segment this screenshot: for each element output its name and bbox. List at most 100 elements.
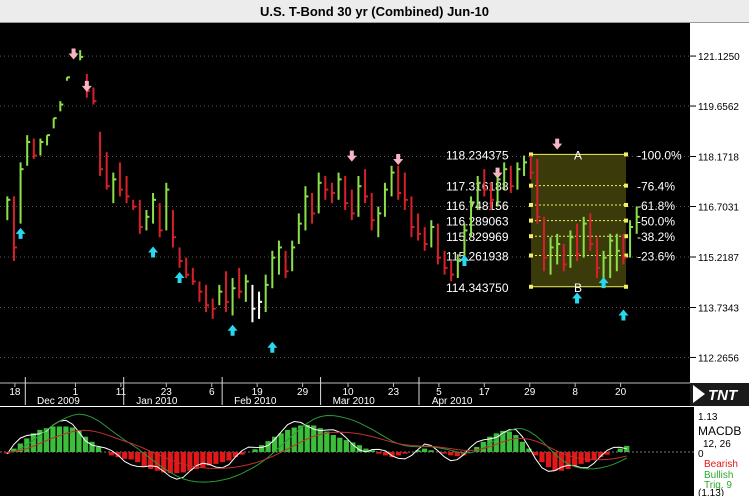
macd-histogram-bar — [552, 452, 558, 471]
macd-histogram-bar — [11, 448, 17, 452]
macd-histogram-bar — [37, 429, 43, 452]
macd-histogram-bar — [369, 450, 376, 452]
macd-histogram-bar — [239, 452, 245, 455]
macd-histogram-bar — [69, 427, 76, 452]
macd-signal-line — [7, 413, 627, 483]
date-tick-label: 8 — [572, 387, 578, 398]
month-label: Jan 2010 — [136, 396, 178, 406]
macd-title: MACDB — [698, 424, 741, 438]
macd-histogram-bar — [395, 452, 402, 456]
fib-percent-label: -76.4% — [637, 180, 675, 194]
fib-level-handle — [529, 183, 533, 188]
macd-histogram-bar — [148, 452, 154, 469]
macd-histogram-bar — [324, 431, 330, 452]
macd-histogram-bar — [330, 435, 336, 452]
date-tick-label: 23 — [388, 387, 400, 398]
month-label: Feb 2010 — [234, 396, 277, 406]
macd-histogram-bar — [265, 441, 271, 452]
buy-arrow-icon — [618, 309, 629, 321]
macd-bullish-label: Bullish — [704, 470, 733, 481]
macd-histogram-bar — [82, 436, 89, 452]
price-tick-label: 112.2656 — [698, 353, 739, 364]
date-tick-label: 29 — [297, 387, 309, 398]
macd-histogram-bar — [539, 452, 545, 463]
macd-histogram-bar — [128, 452, 134, 460]
price-chart[interactable]: 118.234375-100.0%117.316188-76.4%116.748… — [0, 23, 749, 406]
date-tick-label: 20 — [615, 387, 627, 398]
macd-histogram-bar — [232, 452, 239, 458]
buy-arrow-icon — [459, 255, 470, 267]
macd-histogram-bar — [604, 452, 610, 455]
price-tick-label: 116.7031 — [698, 202, 739, 213]
macd-histogram-bar — [448, 452, 454, 456]
fib-price-label: 116.289063 — [446, 215, 509, 229]
macd-histogram-bar — [526, 448, 532, 452]
macd-tick-high: 1.13 — [698, 412, 718, 423]
macd-bearish-label: Bearish — [704, 459, 738, 470]
macd-histogram-bar — [108, 452, 115, 456]
fib-level-handle — [529, 284, 533, 289]
macd-histogram-bar — [63, 426, 69, 452]
macd-legend: 1.13 MACDB 12, 26 0 Bearish Bullish Trig… — [698, 412, 741, 496]
fib-percent-label: -50.0% — [637, 215, 675, 229]
buy-arrow-icon — [572, 292, 583, 304]
macd-histogram-bar — [17, 443, 23, 452]
buy-arrow-icon — [15, 227, 26, 239]
macd-histogram-bar — [532, 452, 539, 456]
macd-histogram-bar — [565, 452, 571, 469]
buy-arrow-icon — [148, 246, 159, 258]
macd-histogram-bar — [252, 449, 258, 452]
price-axis-panel — [690, 23, 749, 383]
tnt-logo: TNT — [690, 383, 749, 406]
macd-histogram-bar — [545, 452, 552, 468]
macd-histogram-bar — [350, 442, 356, 452]
macd-histogram-bar — [356, 445, 362, 452]
macd-histogram-bar — [585, 452, 591, 463]
macd-histogram-bar — [304, 424, 310, 452]
macd-histogram-bar — [558, 452, 565, 471]
macd-panel[interactable]: 1.13 MACDB 12, 26 0 Bearish Bullish Trig… — [0, 407, 749, 496]
price-tick-label: 113.7343 — [698, 303, 739, 314]
macd-histogram-bar — [363, 448, 369, 452]
macd-histogram-bar — [200, 452, 206, 468]
sell-arrow-icon — [492, 167, 503, 179]
price-axis: 121.1250 119.6562 118.1718 116.7031 115.2187… — [690, 52, 740, 364]
fib-point-a: A — [574, 148, 582, 162]
macd-histogram-bar — [343, 440, 349, 452]
date-tick-label: 17 — [479, 387, 491, 398]
buy-arrow-icon — [227, 324, 238, 336]
macd-histogram-bar — [95, 446, 102, 452]
fib-level-handle — [529, 218, 533, 223]
fib-price-label: 114.343750 — [446, 281, 509, 295]
macd-histogram-bar — [154, 452, 160, 471]
macd-histogram-bar — [226, 452, 232, 461]
macd-histogram-bar — [30, 433, 36, 452]
macd-histogram-bar — [115, 452, 121, 458]
signal-arrows — [15, 48, 629, 353]
date-tick-label: 10 — [342, 387, 354, 398]
macd-histogram-bar — [213, 452, 219, 464]
fib-level-handle — [624, 152, 628, 157]
date-tick-label: 23 — [161, 387, 173, 398]
fib-price-label: 115.829969 — [446, 230, 509, 244]
macd-histogram-bar — [480, 441, 486, 452]
month-label: Mar 2010 — [333, 396, 376, 406]
fib-percent-label: -61.8% — [637, 199, 675, 213]
sell-arrow-icon — [81, 80, 92, 92]
macd-histogram-bar — [578, 452, 584, 464]
macd-histogram-bar — [298, 425, 304, 452]
macd-histogram-bar — [258, 445, 265, 452]
macd-histogram-bar — [180, 452, 186, 473]
macd-histogram-bar — [89, 441, 95, 452]
macd-histogram-bar — [187, 452, 193, 471]
macd-histogram-bar — [421, 448, 428, 452]
macd-histogram-bar — [161, 452, 167, 473]
fib-level-handle — [624, 284, 628, 289]
macd-histogram-bar — [141, 452, 147, 467]
macd-tick-low: (1.13) — [698, 488, 724, 496]
sell-arrow-icon — [552, 138, 563, 150]
date-tick-label: 5 — [436, 387, 442, 398]
sell-arrow-icon — [346, 150, 357, 162]
macd-histogram-bar — [591, 452, 597, 460]
